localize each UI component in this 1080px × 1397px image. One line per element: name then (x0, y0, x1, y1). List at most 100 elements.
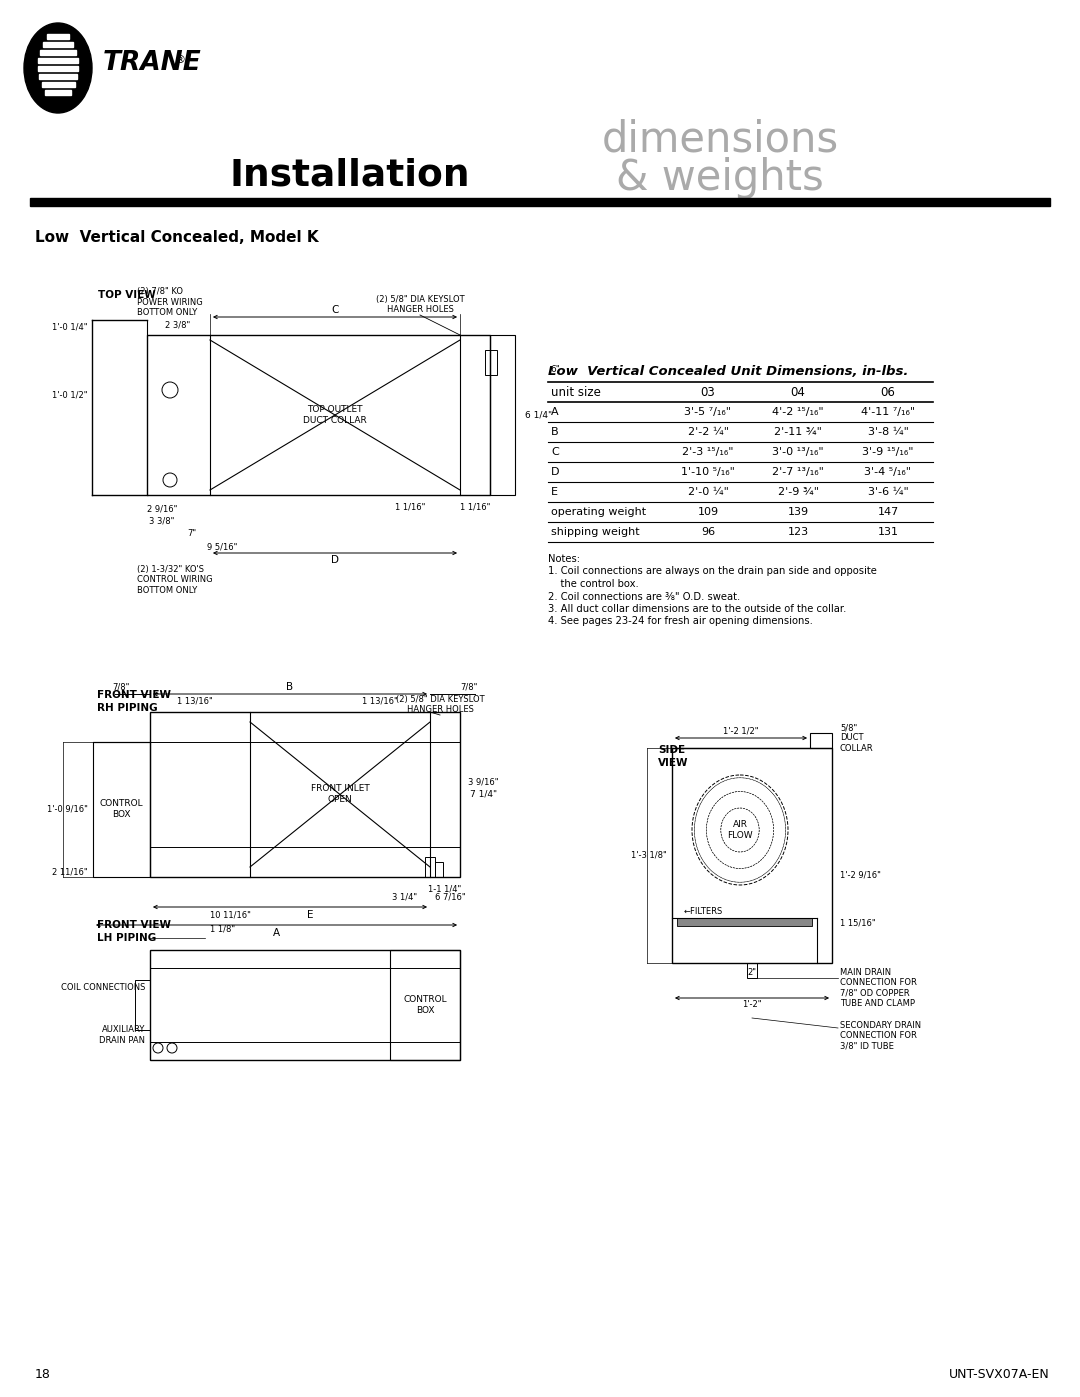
Text: Notes:: Notes: (548, 555, 580, 564)
Bar (147, 335, 490, 495)
Bar (390, 950, 460, 1060)
Text: 2 11/16": 2 11/16" (52, 868, 87, 876)
Text: 147: 147 (877, 507, 899, 517)
Text: 6 7/16": 6 7/16" (434, 893, 465, 901)
Text: 7/8": 7/8" (112, 683, 130, 692)
Text: Installation: Installation (230, 156, 470, 193)
Text: 2 9/16": 2 9/16" (147, 504, 177, 514)
Bar (150, 950, 460, 1060)
Text: TRANE: TRANE (103, 50, 202, 75)
Text: 1'-0 1/2": 1'-0 1/2" (52, 391, 87, 400)
Text: 1 1/8": 1 1/8" (210, 925, 235, 935)
Text: 1'-10 ⁵/₁₆": 1'-10 ⁵/₁₆" (681, 467, 734, 476)
Text: 3 9/16": 3 9/16" (468, 778, 499, 787)
Text: D: D (330, 555, 339, 564)
Text: 10 11/16": 10 11/16" (210, 909, 251, 919)
Bar (672, 747, 832, 963)
Text: D: D (551, 467, 559, 476)
Text: (2) 5/8" DIA KEYSLOT
HANGER HOLES: (2) 5/8" DIA KEYSLOT HANGER HOLES (376, 295, 464, 314)
Text: MAIN DRAIN
CONNECTION FOR
7/8" OD COPPER
TUBE AND CLAMP: MAIN DRAIN CONNECTION FOR 7/8" OD COPPER… (840, 968, 917, 1009)
Text: FRONT VIEW: FRONT VIEW (97, 921, 171, 930)
Bar (435, 862, 443, 877)
Bar (677, 918, 812, 926)
Bar (41, 82, 75, 87)
Text: 4'-11 ⁷/₁₆": 4'-11 ⁷/₁₆" (861, 407, 915, 416)
Text: 1'-2 9/16": 1'-2 9/16" (840, 870, 881, 880)
Text: 3'-5 ⁷/₁₆": 3'-5 ⁷/₁₆" (685, 407, 731, 416)
Text: SECONDARY DRAIN
CONNECTION FOR
3/8" ID TUBE: SECONDARY DRAIN CONNECTION FOR 3/8" ID T… (840, 1021, 921, 1051)
Text: dimensions: dimensions (602, 119, 838, 161)
Text: CONTROL
BOX: CONTROL BOX (403, 995, 447, 1014)
Bar (30, 198, 1050, 205)
Bar (39, 74, 77, 78)
Text: 9 5/16": 9 5/16" (206, 542, 238, 550)
Text: Low  Vertical Concealed Unit Dimensions, in-lbs.: Low Vertical Concealed Unit Dimensions, … (548, 365, 908, 379)
Text: 139: 139 (787, 507, 809, 517)
Text: 18: 18 (35, 1369, 51, 1382)
Text: 1 15/16": 1 15/16" (840, 918, 876, 928)
Text: SIDE: SIDE (658, 745, 685, 754)
Text: ®: ® (175, 54, 186, 66)
Bar (150, 712, 460, 877)
Text: operating weight: operating weight (551, 507, 646, 517)
Text: 3 1/4": 3 1/4" (392, 893, 418, 901)
Text: 3 3/8": 3 3/8" (149, 517, 175, 527)
Text: 6 1/4": 6 1/4" (525, 411, 552, 419)
Text: 7 1/4": 7 1/4" (470, 789, 497, 799)
Text: 3'-6 ¼": 3'-6 ¼" (867, 488, 908, 497)
Bar (40, 50, 76, 54)
Text: 06: 06 (880, 386, 895, 398)
Text: COIL CONNECTIONS: COIL CONNECTIONS (60, 982, 145, 992)
Text: C: C (551, 447, 558, 457)
Bar (43, 42, 73, 46)
Text: 96: 96 (701, 527, 715, 536)
Bar (48, 34, 69, 39)
Text: TOP VIEW: TOP VIEW (98, 291, 156, 300)
Text: E: E (307, 909, 313, 921)
Text: 1. Coil connections are always on the drain pan side and opposite: 1. Coil connections are always on the dr… (548, 567, 877, 577)
Text: 2'-2 ¼": 2'-2 ¼" (688, 427, 729, 437)
Text: 3'-4 ⁵/₁₆": 3'-4 ⁵/₁₆" (864, 467, 912, 476)
Text: VIEW: VIEW (658, 759, 689, 768)
Text: 7/8": 7/8" (460, 683, 477, 692)
Text: 1-1 1/4": 1-1 1/4" (429, 886, 461, 894)
Bar (490, 335, 515, 495)
Text: RH PIPING: RH PIPING (97, 703, 158, 712)
Text: CONTROL
BOX: CONTROL BOX (99, 799, 143, 819)
Text: 2. Coil connections are ⅜" O.D. sweat.: 2. Coil connections are ⅜" O.D. sweat. (548, 591, 740, 602)
Text: 3'-0 ¹³/₁₆": 3'-0 ¹³/₁₆" (772, 447, 824, 457)
Ellipse shape (24, 22, 92, 113)
Text: 6": 6" (550, 366, 559, 374)
Bar (747, 963, 757, 978)
Text: 03: 03 (701, 386, 715, 398)
Text: 2'-3 ¹⁵/₁₆": 2'-3 ¹⁵/₁₆" (683, 447, 733, 457)
Text: TOP OUTLET
DUCT COLLAR: TOP OUTLET DUCT COLLAR (303, 405, 367, 425)
Bar (485, 351, 497, 374)
Text: 2'-11 ¾": 2'-11 ¾" (774, 427, 822, 437)
Text: 4. See pages 23-24 for fresh air opening dimensions.: 4. See pages 23-24 for fresh air opening… (548, 616, 813, 626)
Text: 3'-8 ¼": 3'-8 ¼" (867, 427, 908, 437)
Text: LH PIPING: LH PIPING (97, 933, 157, 943)
Text: 1'-3 1/8": 1'-3 1/8" (631, 851, 667, 859)
Text: 1'-2": 1'-2" (742, 1000, 761, 1009)
Text: 4'-2 ¹⁵/₁₆": 4'-2 ¹⁵/₁₆" (772, 407, 824, 416)
Text: 1 1/16": 1 1/16" (460, 503, 490, 511)
Text: 2'-0 ¼": 2'-0 ¼" (688, 488, 728, 497)
Text: FRONT VIEW: FRONT VIEW (97, 690, 171, 700)
Text: A: A (551, 407, 558, 416)
Text: 1'-2 1/2": 1'-2 1/2" (724, 726, 759, 736)
Text: A: A (272, 928, 280, 937)
Text: 2 3/8": 2 3/8" (165, 321, 191, 330)
Text: 109: 109 (698, 507, 718, 517)
Text: FRONT INLET
OPEN: FRONT INLET OPEN (311, 784, 369, 803)
Text: 1'-0 9/16": 1'-0 9/16" (48, 805, 87, 813)
Text: 131: 131 (877, 527, 899, 536)
Text: 2'-7 ¹³/₁₆": 2'-7 ¹³/₁₆" (772, 467, 824, 476)
Text: 1 13/16": 1 13/16" (362, 697, 397, 705)
Text: 123: 123 (787, 527, 809, 536)
Text: (2) 1-3/32" KO'S
CONTROL WIRING
BOTTOM ONLY: (2) 1-3/32" KO'S CONTROL WIRING BOTTOM O… (137, 564, 213, 595)
Text: (2) 7/8" KO
POWER WIRING
BOTTOM ONLY: (2) 7/8" KO POWER WIRING BOTTOM ONLY (137, 288, 203, 317)
Text: & weights: & weights (616, 156, 824, 198)
Text: 1 13/16": 1 13/16" (177, 697, 213, 705)
Bar (810, 733, 832, 747)
